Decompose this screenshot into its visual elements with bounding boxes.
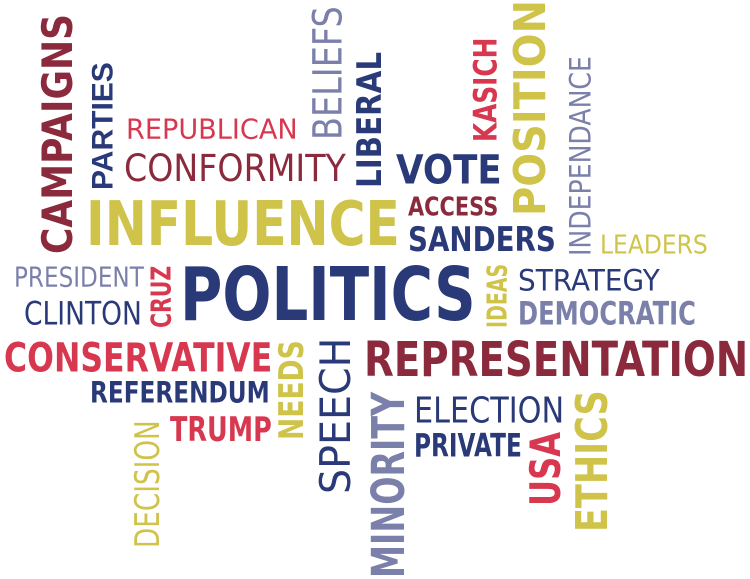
word-president: PRESIDENT [14, 261, 144, 294]
word-strategy: STRATEGY [518, 262, 660, 298]
word-cruz: CRUZ [145, 265, 178, 329]
word-liberal: LIBERAL [350, 51, 390, 189]
word-republican: REPUBLICAN [126, 113, 298, 146]
word-vote: VOTE [396, 146, 502, 194]
word-access: ACCESS [408, 191, 499, 222]
word-kasich: KASICH [467, 37, 505, 142]
word-independance: INDEPENDANCE [562, 56, 598, 256]
word-leaders: LEADERS [600, 229, 708, 260]
word-conformity: CONFORMITY [124, 146, 346, 191]
word-private: PRIVATE [414, 427, 522, 465]
word-election: ELECTION [414, 388, 565, 432]
word-democratic: DEMOCRATIC [518, 295, 696, 333]
word-influence: INFLUENCE [86, 188, 400, 260]
word-beliefs: BELIEFS [304, 6, 352, 141]
word-conservative: CONSERVATIVE [4, 334, 273, 382]
word-ideas: IDEAS [481, 263, 514, 328]
word-politics: POLITICS [180, 251, 476, 338]
word-clinton: CLINTON [24, 295, 142, 333]
word-speech: SPEECH [312, 337, 361, 494]
word-sanders: SANDERS [408, 220, 556, 260]
word-needs: NEEDS [272, 340, 312, 440]
word-campaigns: CAMPAIGNS [34, 13, 83, 254]
word-parties: PARTIES [85, 62, 119, 190]
word-decision: DECISION [128, 420, 168, 548]
word-position: POSITION [504, 0, 556, 216]
word-ethics: ETHICS [566, 390, 618, 532]
word-referendum: REFERENDUM [90, 374, 270, 410]
word-trump: TRUMP [170, 410, 272, 450]
word-representation: REPRESENTATION [364, 332, 749, 388]
word-minority: MINORITY [362, 391, 416, 578]
word-usa: USA [521, 431, 571, 506]
